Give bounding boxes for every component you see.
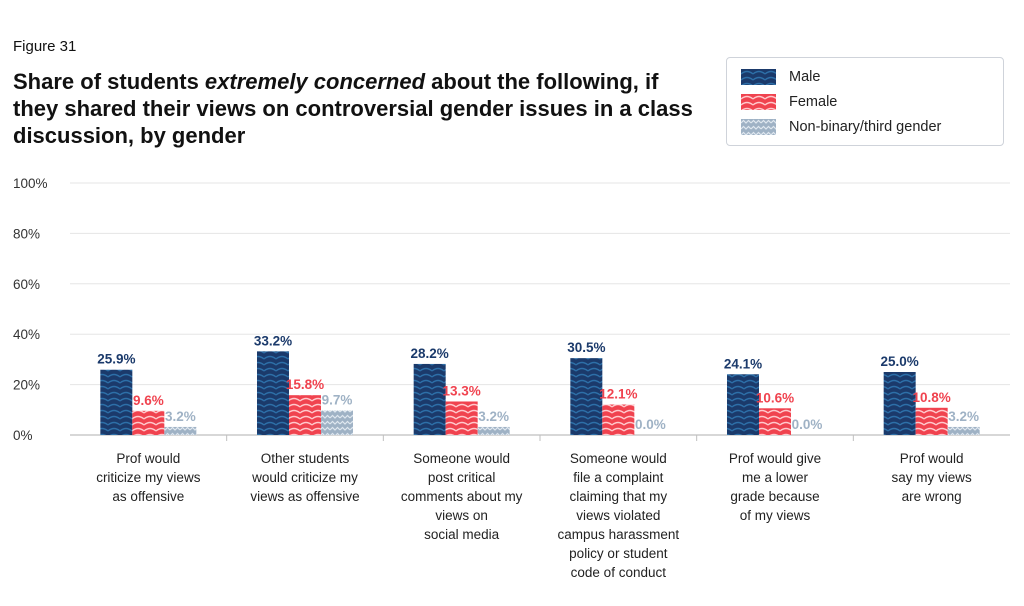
- category-label: of my views: [740, 508, 811, 523]
- category-label: claiming that my: [570, 489, 668, 504]
- legend-item-male: Male: [741, 67, 820, 87]
- data-label-nonbinary: 0.0%: [635, 417, 666, 432]
- y-tick-label: 20%: [13, 378, 40, 393]
- data-label-female: 15.8%: [286, 377, 324, 392]
- figure-label: Figure 31: [13, 38, 77, 55]
- data-labels: 25.9%9.6%3.2%33.2%15.8%9.7%28.2%13.3%3.2…: [97, 333, 979, 432]
- chart-title: Share of students extremely concerned ab…: [13, 68, 693, 149]
- category-label: say my views: [892, 470, 973, 485]
- category-label: post critical: [428, 470, 496, 485]
- data-label-male: 28.2%: [411, 346, 449, 361]
- data-label-male: 25.0%: [881, 354, 919, 369]
- data-label-female: 10.8%: [913, 390, 951, 405]
- category-label: code of conduct: [571, 565, 667, 580]
- data-label-nonbinary: 3.2%: [948, 409, 979, 424]
- bar-female: [759, 408, 791, 435]
- legend-swatch-nonbinary: [741, 119, 776, 135]
- category-label: Someone would: [570, 451, 667, 466]
- bar-male: [257, 351, 289, 435]
- title-post: about the following, if they shared thei…: [13, 69, 693, 148]
- category-label: views on: [435, 508, 488, 523]
- title-pre: Share of students: [13, 69, 205, 94]
- bar-male: [727, 374, 759, 435]
- category-label: campus harassment: [558, 527, 680, 542]
- category-label: Other students: [261, 451, 350, 466]
- category-label: views violated: [576, 508, 660, 523]
- category-label: views as offensive: [250, 489, 359, 504]
- legend-label-nonbinary: Non-binary/third gender: [789, 119, 942, 135]
- data-label-male: 24.1%: [724, 356, 762, 371]
- category-label: file a complaint: [573, 470, 663, 485]
- data-label-female: 13.3%: [443, 383, 481, 398]
- data-label-nonbinary: 3.2%: [165, 409, 196, 424]
- title-emphasis: extremely concerned: [204, 69, 426, 94]
- data-label-male: 33.2%: [254, 333, 292, 348]
- data-label-male: 25.9%: [97, 352, 135, 367]
- category-labels: Prof would criticize my views as offensive…: [96, 451, 972, 580]
- category-label: me a lower: [742, 470, 809, 485]
- bar-nonbinary: [947, 426, 980, 435]
- legend-swatch-female: [741, 94, 776, 110]
- category-label: Prof would: [116, 451, 180, 466]
- bar-female: [289, 395, 321, 435]
- bar-female: [445, 401, 478, 435]
- data-label-female: 12.1%: [599, 387, 637, 402]
- category-label: Someone would: [413, 451, 510, 466]
- category-label: are wrong: [902, 489, 962, 504]
- data-label-male: 30.5%: [567, 340, 605, 355]
- y-tick-label: 0%: [13, 428, 33, 443]
- category-label: comments about my: [401, 489, 523, 504]
- category-label: criticize my views: [96, 470, 201, 485]
- legend-label-female: Female: [789, 94, 838, 110]
- y-tick-label: 40%: [13, 327, 40, 342]
- legend-item-nonbinary: Non-binary/third gender: [741, 117, 941, 137]
- data-label-nonbinary: 0.0%: [792, 417, 823, 432]
- y-tick-label: 80%: [13, 226, 40, 241]
- category-label: Prof would: [900, 451, 964, 466]
- bar-male: [413, 363, 446, 435]
- legend-label-male: Male: [789, 69, 821, 85]
- bars: [100, 351, 980, 435]
- category-label: grade because: [730, 489, 819, 504]
- data-label-female: 9.6%: [133, 393, 164, 408]
- legend-item-female: Female: [741, 92, 837, 112]
- bar-nonbinary: [321, 410, 353, 435]
- bar-female: [132, 410, 165, 435]
- category-label: would criticize my: [251, 470, 358, 485]
- gridlines: [70, 182, 1010, 441]
- bar-female: [602, 404, 635, 435]
- category-label: Prof would give: [729, 451, 821, 466]
- category-label: as offensive: [112, 489, 184, 504]
- legend: Male Female Non-binary/third gender: [726, 57, 1004, 146]
- bar-male: [100, 369, 133, 435]
- bar-nonbinary: [164, 426, 197, 435]
- data-label-female: 10.6%: [756, 390, 794, 405]
- category-label: social media: [424, 527, 500, 542]
- data-label-nonbinary: 9.7%: [322, 393, 353, 408]
- data-label-nonbinary: 3.2%: [478, 409, 509, 424]
- bar-female: [915, 407, 948, 435]
- y-tick-label: 60%: [13, 277, 40, 292]
- bar-male: [570, 358, 603, 435]
- category-label: policy or student: [569, 546, 668, 561]
- y-axis-ticks: 0% 20% 40% 60% 80% 100%: [13, 176, 48, 443]
- bar-nonbinary: [477, 426, 510, 435]
- y-tick-label: 100%: [13, 176, 48, 191]
- legend-swatch-male: [741, 69, 776, 85]
- bar-male: [883, 372, 916, 435]
